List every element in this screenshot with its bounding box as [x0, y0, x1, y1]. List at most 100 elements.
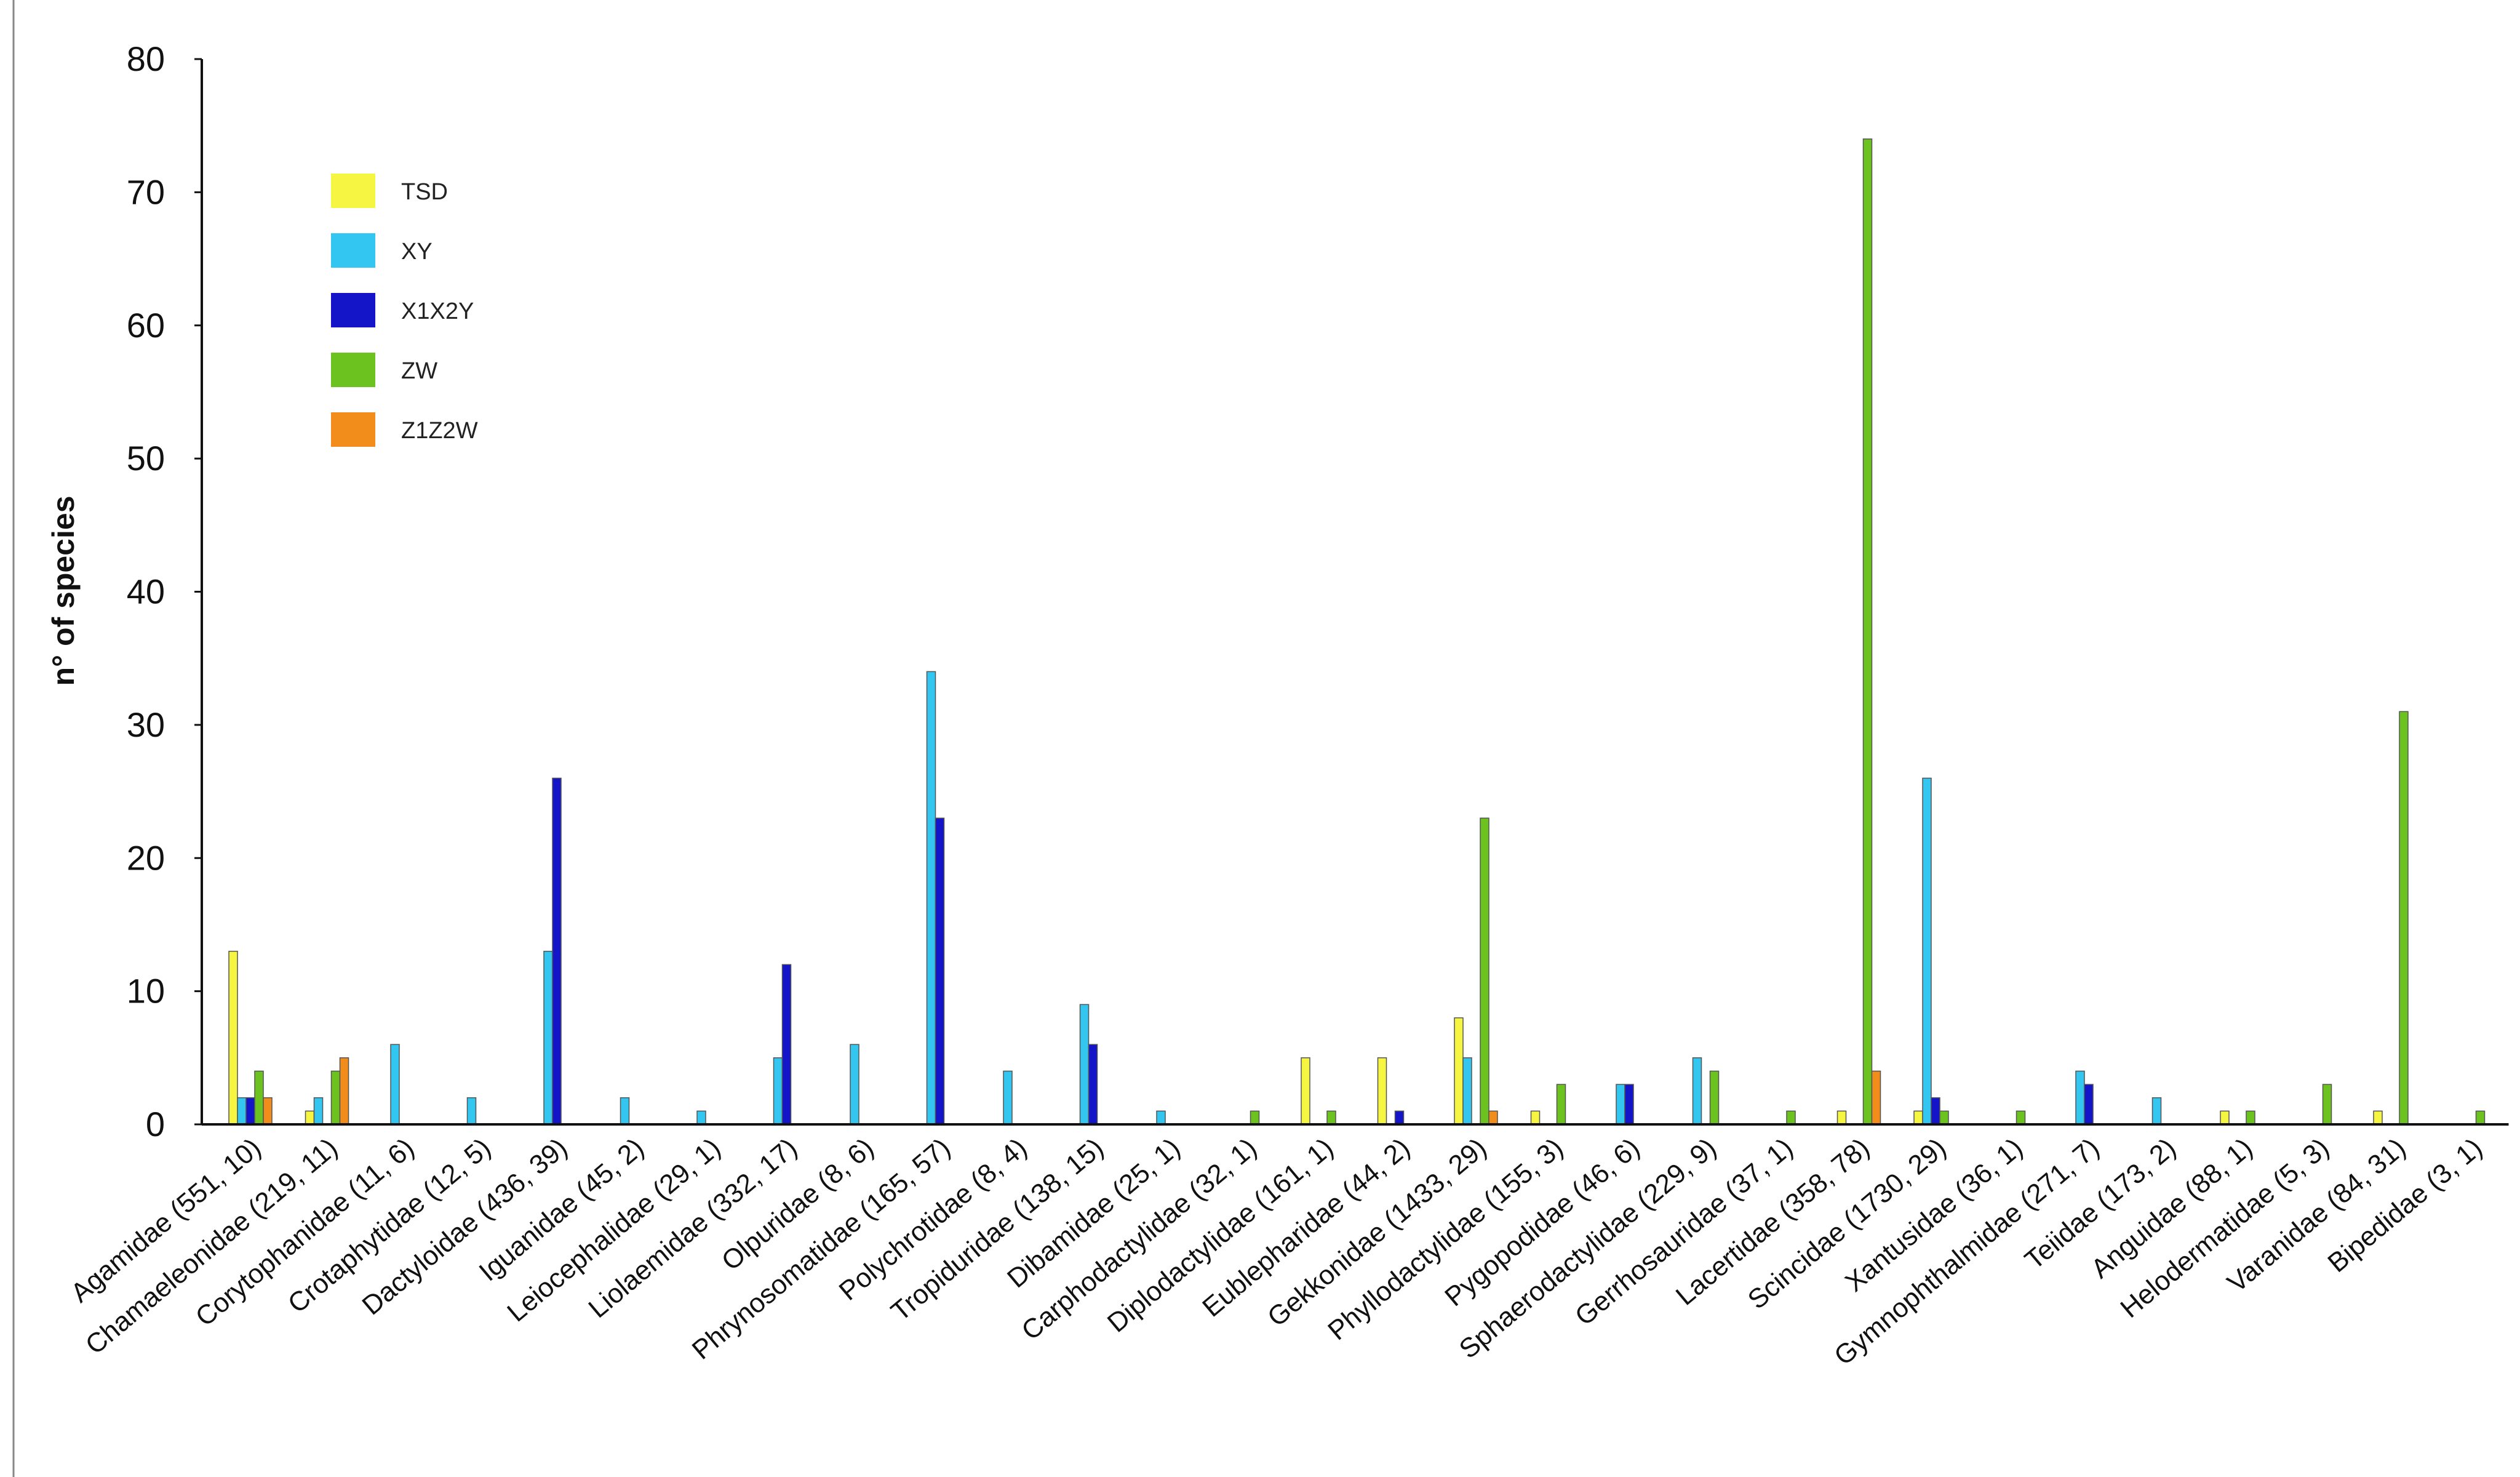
bar-xy [2151, 1097, 2162, 1125]
bar-xy [1922, 777, 1932, 1125]
bar-group [1079, 1004, 1098, 1125]
bar-tsd [1913, 1110, 1923, 1125]
bar-xy [237, 1097, 247, 1125]
bar-x1x2y [935, 817, 945, 1125]
bar-group [390, 1044, 400, 1125]
bar-zw [2475, 1110, 2486, 1125]
bar-group [2373, 711, 2409, 1125]
legend-label: ZW [401, 358, 437, 384]
bar-x1x2y [781, 964, 792, 1125]
bar-zw [1326, 1110, 1336, 1125]
bar-group [926, 671, 945, 1125]
y-axis-title: n° of species [46, 496, 81, 686]
bar-group [2151, 1097, 2162, 1125]
bar-xy [926, 671, 936, 1125]
bar-xy [466, 1097, 477, 1125]
bar-group [1836, 138, 1881, 1125]
bar-z1z2w [1488, 1110, 1498, 1125]
bar-group [1616, 1084, 1634, 1125]
bar-xy [1462, 1057, 1472, 1125]
y-tick-label: 20 [127, 838, 165, 877]
bar-z1z2w [1871, 1070, 1881, 1125]
legend-swatch [331, 353, 375, 387]
y-tick-label: 0 [146, 1105, 165, 1143]
bar-group [2075, 1070, 2094, 1125]
bar-x1x2y [2084, 1084, 2094, 1125]
legend-item: X1X2Y [331, 293, 474, 327]
bar-zw [2322, 1084, 2332, 1125]
bar-xy [2075, 1070, 2085, 1125]
legend-label: Z1Z2W [401, 418, 478, 444]
bar-group [1530, 1084, 1566, 1125]
legend-item: XY [331, 233, 433, 268]
bar-tsd [2220, 1110, 2230, 1125]
legend-swatch [331, 233, 375, 268]
bar-x1x2y [1088, 1044, 1098, 1125]
bar-xy [773, 1057, 783, 1125]
bar-x1x2y [1624, 1084, 1634, 1125]
bar-zw [1786, 1110, 1796, 1125]
bar-xy [1616, 1084, 1625, 1125]
bar-zw [1862, 138, 1873, 1125]
legend: TSD XY X1X2Y ZW Z1Z2W [331, 174, 478, 447]
bar-group [773, 964, 792, 1125]
bar-group [1250, 1110, 1260, 1125]
bar-zw [1709, 1070, 1720, 1125]
bar-tsd [1301, 1057, 1310, 1125]
y-tick-label: 50 [127, 439, 165, 478]
bar-x1x2y [552, 777, 562, 1125]
bar-tsd [2373, 1110, 2383, 1125]
bar-xy [620, 1097, 630, 1125]
bar-group [1692, 1057, 1720, 1125]
bar-zw [1250, 1110, 1260, 1125]
bar-zw [1556, 1084, 1566, 1125]
bar-xy [1079, 1004, 1090, 1125]
bar-tsd [305, 1110, 315, 1125]
bar-z1z2w [263, 1097, 273, 1125]
bar-tsd [1836, 1110, 1847, 1125]
bar-group [1913, 777, 1949, 1125]
legend-swatch [331, 293, 375, 327]
bar-tsd [228, 950, 238, 1125]
bar-group [2322, 1084, 2332, 1125]
bar-xy [1692, 1057, 1702, 1125]
bar-zw [2399, 711, 2409, 1125]
bar-group [466, 1097, 477, 1125]
bar-group [620, 1097, 630, 1125]
bar-group [850, 1044, 859, 1125]
legend-swatch [331, 412, 375, 447]
bar-xy [1003, 1070, 1013, 1125]
legend-swatch [331, 174, 375, 208]
bar-zw [254, 1070, 264, 1125]
bar-xy [313, 1097, 324, 1125]
bar-group [1377, 1057, 1405, 1125]
bar-xy [390, 1044, 400, 1125]
legend-label: XY [401, 239, 433, 265]
bar-xy [543, 950, 553, 1125]
bar-zw [1939, 1110, 1949, 1125]
bar-tsd [1454, 1017, 1464, 1125]
bar-xy [850, 1044, 859, 1125]
y-tick-label: 60 [127, 306, 165, 345]
bar-group [1003, 1070, 1013, 1125]
bar-zw [1480, 817, 1489, 1125]
bar-group [2475, 1110, 2486, 1125]
bar-zw [2246, 1110, 2255, 1125]
bar-xy [1156, 1110, 1166, 1125]
y-tick-label: 80 [127, 39, 165, 78]
legend-item: TSD [331, 174, 448, 208]
bar-group [2220, 1110, 2255, 1125]
bar-group [228, 950, 273, 1125]
y-tick-label: 10 [127, 972, 165, 1011]
bar-group [1301, 1057, 1336, 1125]
bar-z1z2w [339, 1057, 349, 1125]
bar-x1x2y [1931, 1097, 1940, 1125]
y-tick-label: 40 [127, 572, 165, 611]
bar-x1x2y [1394, 1110, 1405, 1125]
bar-group [1786, 1110, 1796, 1125]
bar-group [305, 1057, 349, 1125]
bar-tsd [1377, 1057, 1387, 1125]
legend-item: ZW [331, 353, 437, 387]
legend-label: TSD [401, 179, 448, 205]
